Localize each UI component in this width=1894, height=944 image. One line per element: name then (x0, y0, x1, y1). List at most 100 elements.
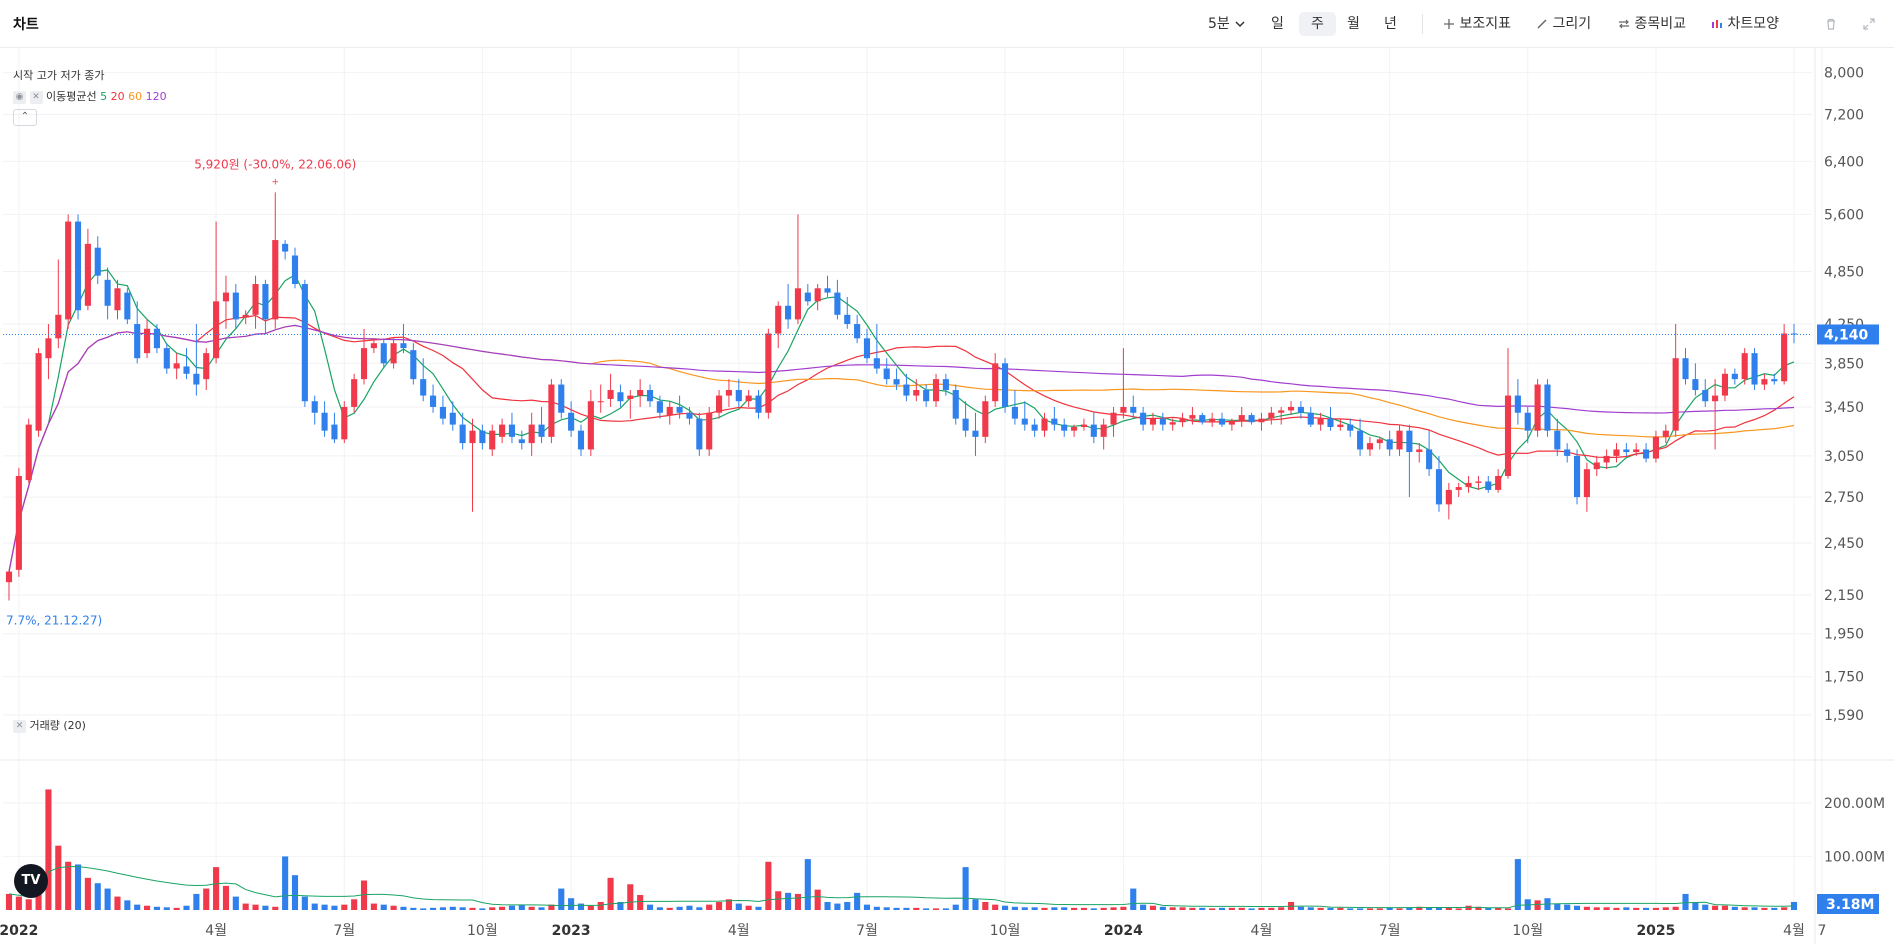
volume-bar (1583, 906, 1590, 910)
candle-body (1643, 449, 1650, 459)
eye-icon[interactable]: ◉ (13, 90, 26, 104)
close-icon[interactable]: ✕ (13, 719, 26, 733)
candle-body (617, 392, 624, 402)
candle-body (84, 243, 91, 306)
period-tab-year[interactable]: 년 (1384, 16, 1397, 32)
volume-bar (1327, 907, 1334, 910)
volume-bar (242, 903, 249, 910)
volume-bar (1011, 906, 1018, 910)
volume-bar (794, 893, 802, 910)
candle-body (1485, 481, 1492, 490)
volume-bar (183, 905, 190, 910)
volume-bar (1031, 907, 1038, 910)
volume-bar (1662, 907, 1669, 910)
candle-body (646, 390, 654, 402)
candle-body (104, 279, 111, 306)
time-axis-label: 10월 (990, 923, 1021, 939)
volume-bar (992, 904, 999, 910)
trash-button[interactable] (1824, 12, 1838, 36)
expand-button[interactable] (1862, 12, 1876, 36)
period-tab-day[interactable]: 일 (1271, 16, 1284, 32)
period-tab-week[interactable]: 주 (1299, 12, 1336, 36)
interval-dropdown[interactable]: 5분 (1208, 12, 1246, 36)
candle-body (380, 343, 387, 364)
volume-bar (439, 907, 446, 910)
candle-body (1435, 469, 1443, 505)
volume-bar (1475, 906, 1482, 910)
ma-legend: ◉ ✕ 이동평균선 5 20 60 120 (13, 88, 167, 104)
candle-body (1514, 395, 1521, 413)
volume-bar (193, 893, 200, 910)
volume-bar (213, 867, 220, 910)
volume-bar (153, 906, 160, 910)
volume-bar (1357, 908, 1364, 910)
candle-body (1495, 475, 1502, 490)
compare-arrows-icon (1619, 19, 1629, 29)
volume-bar (351, 899, 358, 910)
price-tick-label: 3,850 (1824, 356, 1864, 372)
volume-bar (1347, 908, 1354, 910)
volume-bar (972, 899, 979, 910)
candle-body (1583, 469, 1590, 498)
candle-body (15, 475, 22, 570)
candle-body (1751, 353, 1758, 385)
volume-bar (597, 901, 604, 910)
time-axis-label: 10월 (1512, 923, 1543, 939)
candle-body (528, 424, 535, 444)
indicators-button[interactable]: 보조지표 (1443, 12, 1511, 36)
candle-body (923, 390, 930, 402)
candle-body (1712, 395, 1719, 402)
volume-bar (1307, 907, 1314, 910)
volume-bar (232, 896, 239, 910)
compare-label: 종목비교 (1634, 16, 1686, 32)
time-axis-label: 10월 (467, 923, 498, 939)
price-tick-label: 1,950 (1824, 627, 1864, 643)
chart-type-label: 차트모양 (1727, 16, 1779, 32)
candle-body (321, 412, 328, 431)
volume-bar (676, 906, 683, 910)
candle-body (962, 418, 969, 431)
candle-body (1534, 384, 1541, 431)
drawing-button[interactable]: 그리기 (1536, 12, 1591, 36)
candle-body (449, 412, 456, 425)
volume-bar (1258, 907, 1265, 910)
volume-bar (883, 907, 890, 910)
candle-body (814, 288, 821, 302)
close-icon[interactable]: ✕ (29, 90, 43, 104)
period-tab-month[interactable]: 월 (1347, 16, 1360, 32)
candle-body (854, 324, 861, 339)
candle-body (1189, 415, 1196, 419)
volume-bar (15, 896, 22, 910)
price-chart[interactable]: 8,0007,2006,4005,6004,8504,2503,8503,450… (0, 48, 1894, 944)
candle-body (153, 328, 160, 349)
volume-bar (1209, 908, 1216, 910)
volume-bar (74, 864, 82, 910)
candle-body (252, 284, 259, 315)
volume-bar (715, 901, 723, 910)
volume-bar (1603, 907, 1610, 910)
ma-60-label: 60 (128, 90, 143, 103)
current-volume-badge (1817, 894, 1879, 914)
volume-bar (1652, 907, 1659, 910)
volume-bar (1613, 907, 1620, 910)
volume-bar (1337, 907, 1344, 910)
candle-body (1396, 430, 1403, 450)
volume-bar (824, 901, 831, 910)
candle-body (1573, 455, 1581, 498)
candle-body (114, 288, 121, 311)
time-axis-label: 7월 (856, 923, 878, 939)
legend-collapse-button[interactable]: ⌃ (13, 109, 37, 126)
volume-bar (321, 904, 328, 910)
volume-bar (568, 898, 575, 910)
compare-button[interactable]: 종목비교 (1618, 12, 1686, 36)
volume-bar (1317, 907, 1324, 910)
volume-bar (1593, 907, 1600, 910)
candle-body (1731, 373, 1738, 380)
ma-20-label: 20 (110, 90, 125, 103)
current-price-label: 4,140 (1824, 327, 1869, 343)
chart-type-button[interactable]: 차트모양 (1711, 12, 1779, 36)
volume-bar (1781, 907, 1788, 910)
volume-bar (55, 845, 62, 910)
volume-bar (163, 907, 170, 910)
volume-bar (252, 904, 259, 910)
